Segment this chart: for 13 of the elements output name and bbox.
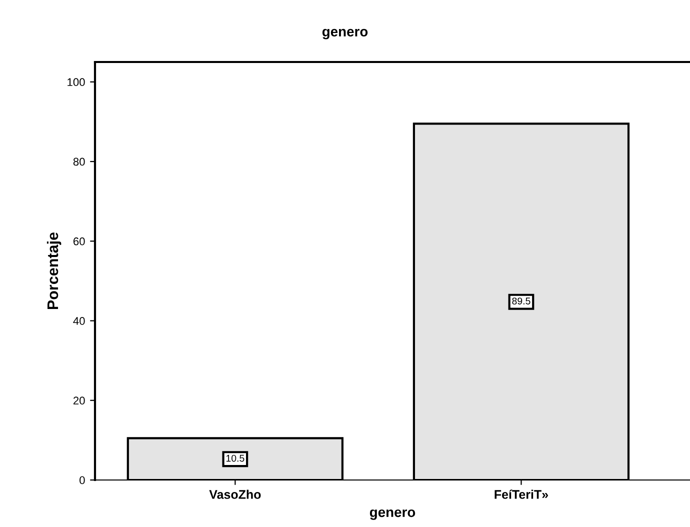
- y-tick-label: 40: [73, 317, 85, 325]
- chart-title: genero: [322, 28, 368, 40]
- y-tick-label: 80: [73, 158, 85, 166]
- y-axis-title: Porcentaje: [46, 232, 62, 310]
- data-label: 10.5: [226, 454, 244, 462]
- y-tick-label: 100: [68, 78, 85, 86]
- y-tick-label: 60: [73, 237, 85, 246]
- x-axis-title: genero: [370, 509, 416, 520]
- y-tick-label: 20: [73, 396, 85, 405]
- data-label: 89.5: [512, 298, 530, 304]
- y-tick-label: 0: [80, 476, 85, 484]
- x-tick-label: FeíTeriT»: [494, 490, 548, 499]
- x-tick-label: VasoZho: [209, 490, 261, 499]
